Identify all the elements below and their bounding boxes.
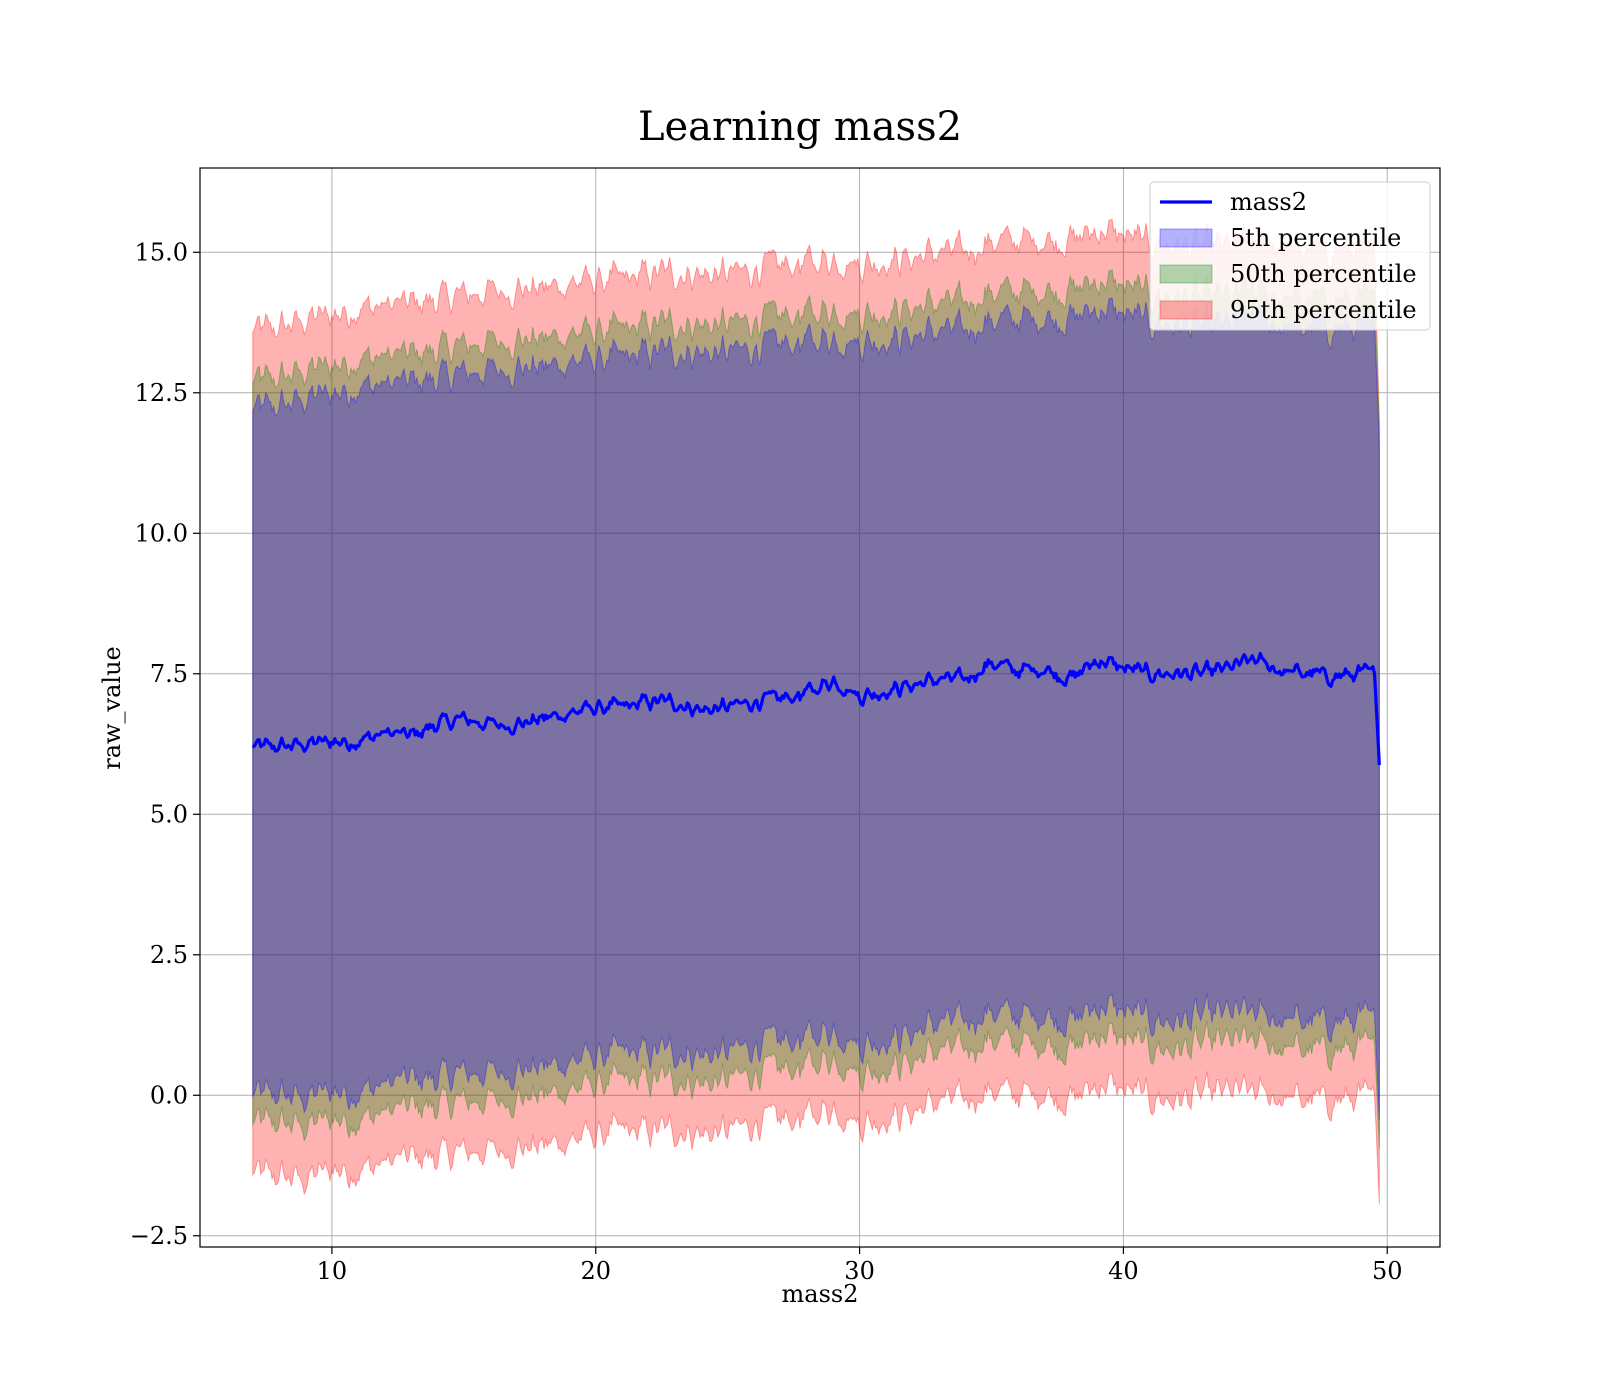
- series: [251, 651, 1381, 766]
- legend-patch-1: [1159, 228, 1213, 248]
- plot-frame: [199, 167, 1441, 1248]
- legend-box: [1149, 181, 1431, 331]
- y-tick-label-5: 10.0: [135, 519, 188, 547]
- x-tick-label-0: 10: [317, 1257, 348, 1285]
- legend-patch-3: [1159, 300, 1213, 320]
- y-tick-label-3: 5.0: [150, 800, 188, 828]
- series-line-mass2: [251, 651, 1381, 766]
- legend-label-2: 50th percentile: [1230, 260, 1417, 288]
- bands: [252, 218, 1380, 1205]
- band-0: [252, 297, 1380, 1121]
- x-tick-label-3: 40: [1108, 1257, 1139, 1285]
- legend-label-3: 95th percentile: [1230, 296, 1417, 324]
- y-tick-label-4: 7.5: [150, 660, 188, 688]
- y-tick-label-7: 15.0: [135, 238, 188, 266]
- y-tick-label-6: 12.5: [135, 379, 188, 407]
- band-2: [252, 218, 1380, 1205]
- legend-label-1: 5th percentile: [1230, 224, 1401, 252]
- y-tick-label-2: 2.5: [150, 941, 188, 969]
- band-1: [252, 269, 1380, 1149]
- x-tick-label-2: 30: [844, 1257, 875, 1285]
- y-tick-label-0: −2.5: [130, 1222, 188, 1250]
- x-tick-label-4: 50: [1372, 1257, 1403, 1285]
- x-axis-label: mass2: [782, 1280, 859, 1308]
- chart-title: Learning mass2: [638, 104, 962, 150]
- legend: mass2 5th percentile 50th percentile 95th p…: [1149, 181, 1431, 331]
- legend-patch-2: [1159, 264, 1213, 284]
- ticks: 10 20 30 40 50 −2.5 0.0 2.5 5.0 7.5 10.0 12.5 15.0: [130, 238, 1403, 1285]
- legend-label-0: mass2: [1230, 188, 1307, 216]
- y-tick-label-1: 0.0: [150, 1081, 188, 1109]
- y-axis-label: raw_value: [98, 646, 126, 770]
- x-tick-label-1: 20: [580, 1257, 611, 1285]
